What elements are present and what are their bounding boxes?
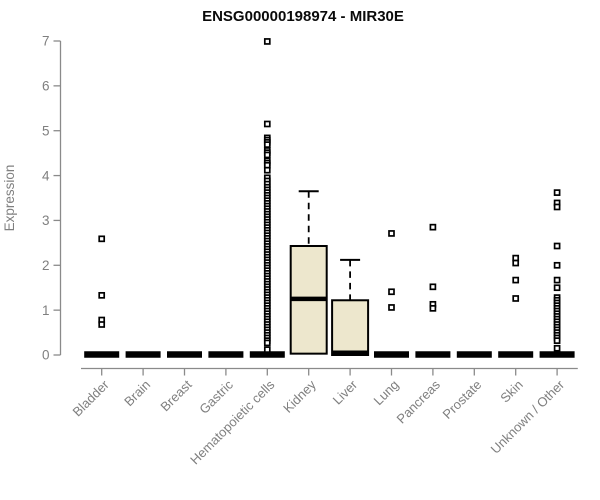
collapsed-box-brain: [125, 351, 161, 358]
x-category-label: Prostate: [440, 377, 485, 422]
x-category-label: Pancreas: [394, 377, 444, 427]
outlier-point-hematopoietic-cells: [263, 120, 271, 128]
x-category-label: Liver: [330, 377, 361, 408]
outlier-point-skin: [512, 276, 520, 284]
y-tick-label: 3: [42, 213, 50, 228]
outlier-point-hematopoietic-cells: [263, 346, 271, 353]
x-category-label: Brain: [121, 377, 153, 409]
outlier-point-hematopoietic-cells: [263, 339, 271, 347]
outlier-point-pancreas: [429, 223, 437, 231]
outlier-point-unknown-other: [553, 337, 561, 344]
outlier-point-unknown-other: [553, 344, 561, 352]
outlier-point-hematopoietic-cells: [263, 166, 271, 174]
x-category-label: Bladder: [70, 377, 113, 420]
outlier-point-skin: [512, 295, 520, 302]
outlier-point-hematopoietic-cells: [263, 141, 271, 148]
y-tick-label: 4: [42, 168, 50, 183]
x-category-label: Lung: [371, 377, 402, 408]
collapsed-box-gastric: [208, 351, 244, 358]
collapsed-box-lung: [374, 351, 409, 358]
outlier-point-unknown-other: [553, 261, 561, 269]
collapsed-box-skin: [498, 351, 534, 358]
y-tick-label: 0: [42, 348, 50, 363]
outlier-point-lung: [388, 304, 395, 311]
collapsed-box-breast: [167, 351, 202, 358]
outlier-point-bladder: [98, 321, 106, 328]
x-category-label: Skin: [497, 377, 525, 405]
outlier-point-unknown-other: [553, 276, 561, 284]
outlier-point-pancreas: [429, 283, 437, 291]
y-tick-label: 1: [42, 303, 50, 318]
collapsed-box-bladder: [84, 351, 120, 358]
outlier-point-lung: [388, 288, 395, 296]
boxplot-marks-group: [84, 38, 575, 358]
collapsed-box-prostate: [456, 351, 492, 358]
outlier-point-hematopoietic-cells: [263, 151, 271, 159]
outlier-point-unknown-other: [553, 189, 561, 196]
outlier-point-hematopoietic-cells: [263, 38, 271, 45]
collapsed-box-unknown-other: [539, 351, 575, 358]
outlier-point-pancreas: [429, 304, 437, 312]
outlier-point-bladder: [98, 291, 106, 299]
box-liver: [331, 299, 370, 357]
collapsed-box-pancreas: [415, 351, 451, 358]
outlier-point-lung: [388, 230, 395, 237]
y-tick-label: 6: [42, 79, 50, 94]
x-category-label: Kidney: [280, 377, 319, 416]
x-category-label: Unknown / Other: [488, 377, 568, 457]
y-tick-label: 5: [42, 123, 50, 138]
chart-title: ENSG00000198974 - MIR30E: [202, 8, 404, 25]
outlier-point-bladder: [98, 235, 106, 243]
y-tick-label: 2: [42, 258, 50, 273]
outlier-point-unknown-other: [553, 203, 561, 211]
collapsed-box-hematopoietic-cells: [249, 351, 285, 358]
x-category-label: Breast: [157, 377, 194, 414]
outlier-point-skin: [512, 259, 520, 267]
outlier-point-unknown-other: [553, 242, 561, 250]
y-axis-label: Expression: [2, 165, 17, 232]
y-tick-label: 7: [42, 34, 50, 49]
outlier-point-unknown-other: [553, 284, 561, 292]
x-category-label: Gastric: [196, 377, 236, 417]
